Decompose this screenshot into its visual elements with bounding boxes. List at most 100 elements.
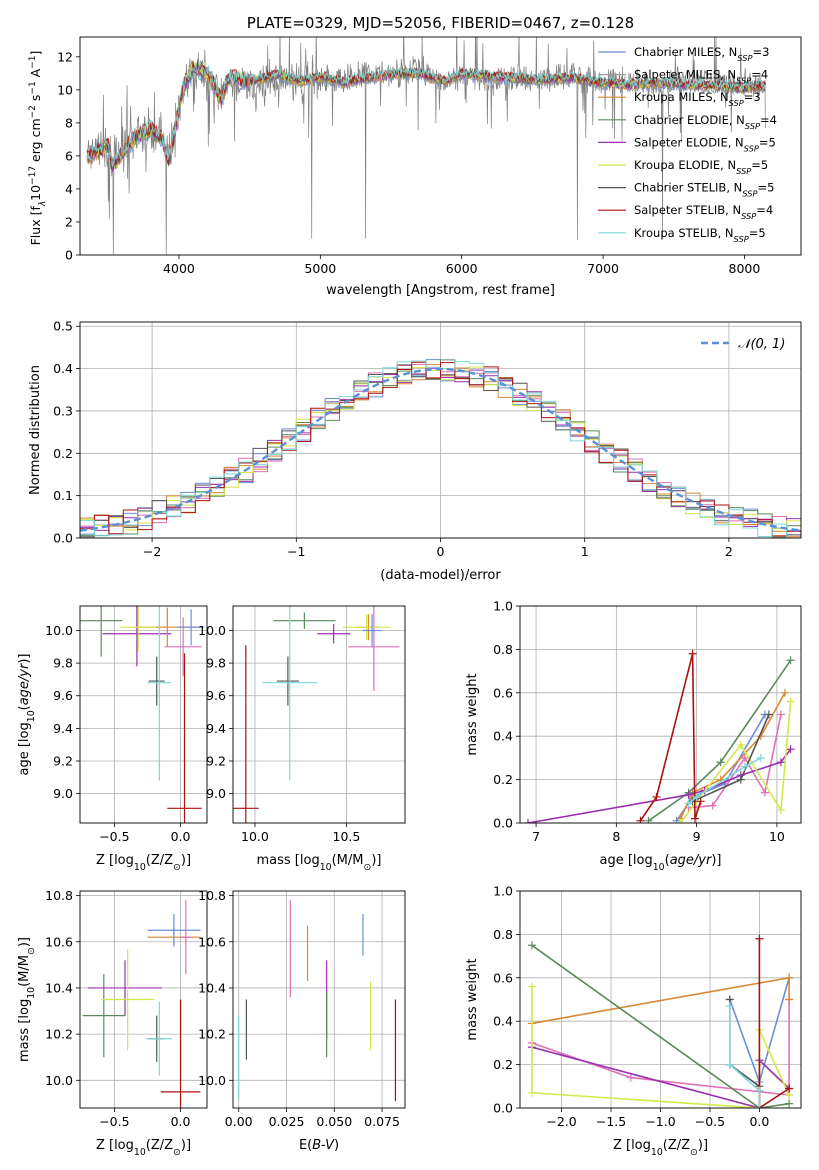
errorbar-point: [177, 609, 205, 646]
y-tick-label: 12: [57, 49, 73, 64]
mass-vs-Z-points: [82, 900, 201, 1108]
mass-weight-vs-Z-series: [527, 934, 794, 1108]
age-vs-mass-frame: [232, 605, 406, 824]
spectrum-title: PLATE=0329, MJD=52056, FIBERID=0467, z=0…: [247, 14, 634, 32]
y-tick-label: 10.2: [198, 1027, 226, 1042]
data-marker: [786, 656, 795, 665]
data-marker: [696, 797, 705, 806]
legend-entry: Salpeter ELODIE, NSSP=5: [634, 135, 776, 153]
y-tick-label: 10.6: [45, 934, 73, 949]
age-vs-mass-axes: 10.0 10.5 9.0 9.2 9.4 9.6 9.8 10.0: [198, 606, 405, 844]
age-vs-Z-points: [80, 606, 205, 823]
x-tick-label: 0.0: [749, 1114, 769, 1129]
legend-entry: Kroupa MILES, NSSP=3: [634, 90, 761, 108]
data-marker: [786, 697, 795, 706]
spectrum-axes: 4000 5000 6000 7000 8000 0 2 4 6 8 10 12: [57, 49, 760, 276]
errorbar-point: [147, 914, 201, 947]
series-chabrier-elodie: [644, 656, 795, 823]
errorbar-point: [273, 612, 336, 629]
y-tick-label: 10.6: [198, 934, 226, 949]
x-tick-label: 8000: [729, 261, 761, 276]
y-tick-label: 10: [57, 82, 73, 97]
y-tick-label: 0.5: [53, 319, 73, 334]
data-marker: [785, 973, 794, 982]
mass-weight-vs-age-xlabel: age [log10(age/yr)]: [599, 853, 721, 873]
y-tick-label: 10.0: [45, 1073, 73, 1088]
age-vs-Z-xlabel: Z [log10(Z/Z⊙)]: [96, 853, 191, 873]
x-tick-label: 0.0: [171, 829, 191, 844]
series-chabrier-stelib: [688, 710, 773, 806]
y-tick-label: 1.0: [493, 599, 513, 614]
y-tick-label: 9.0: [53, 786, 73, 801]
y-tick-label: 0.4: [493, 729, 513, 744]
legend-entry: Chabrier STELIB, NSSP=5: [634, 181, 774, 199]
x-tick-label: −1.0: [645, 1114, 675, 1129]
legend-entry: Kroupa STELIB, NSSP=5: [634, 226, 766, 244]
series-kroupa-stelib: [725, 1002, 764, 1108]
data-marker: [760, 788, 769, 797]
errorbar-point: [160, 999, 201, 1108]
data-marker: [776, 710, 785, 719]
data-marker: [785, 1099, 794, 1108]
y-tick-label: 10.0: [198, 623, 226, 638]
x-tick-label: 1: [581, 544, 589, 559]
data-marker: [684, 799, 693, 808]
data-marker: [716, 758, 725, 767]
y-tick-label: 10.8: [198, 888, 226, 903]
spectrum-frame: [79, 36, 802, 256]
y-tick-label: 0.8: [493, 927, 513, 942]
legend-entry: Salpeter STELIB, NSSP=4: [634, 203, 773, 221]
x-tick-label: −0.5: [99, 829, 129, 844]
data-marker: [764, 710, 773, 719]
spectrum-legend: Chabrier MILES, NSSP=3 Salpeter MILES, NS…: [598, 45, 777, 244]
y-tick-label: 0.2: [493, 772, 513, 787]
svg-text:mass [log10(M/M⊙)]: mass [log10(M/M⊙)]: [17, 937, 37, 1062]
y-tick-label: 0.2: [493, 1057, 513, 1072]
residual-histogram: [80, 360, 801, 538]
data-marker: [684, 790, 693, 799]
data-marker: [736, 775, 745, 784]
data-marker: [636, 816, 645, 823]
y-tick-label: 0.6: [493, 970, 513, 985]
x-tick-label: 5000: [304, 261, 336, 276]
errorbar-point: [101, 948, 155, 1051]
errorbar-point: [233, 645, 259, 823]
age-vs-Z-frame: [79, 605, 208, 824]
y-tick-label: 9.0: [206, 786, 226, 801]
x-tick-label: 2: [725, 544, 733, 559]
data-marker: [755, 1086, 764, 1095]
y-tick-label: 0.6: [493, 685, 513, 700]
y-tick-label: 1.0: [493, 884, 513, 899]
x-tick-label: 0.050: [316, 1114, 352, 1129]
y-tick-label: 6: [65, 148, 73, 163]
mass-vs-Z-ylabel: mass [log10(M/M⊙)]: [17, 937, 37, 1062]
model-spectrum-salpeter-stelib: [86, 61, 767, 170]
x-tick-label: −1.5: [596, 1114, 626, 1129]
y-tick-label: 9.2: [53, 754, 73, 769]
data-marker: [644, 816, 653, 823]
mass-weight-vs-age-ylabel: mass weight: [465, 673, 480, 755]
normal-curve: [80, 367, 801, 532]
errorbar-point: [342, 614, 391, 641]
errorbar-point: [164, 617, 202, 677]
mass-weight-vs-age-series: [524, 649, 795, 823]
data-marker: [755, 1104, 764, 1108]
data-marker: [786, 745, 795, 754]
legend-entry: Kroupa ELODIE, NSSP=5: [634, 158, 768, 176]
data-marker: [725, 1060, 734, 1069]
data-marker: [672, 816, 681, 823]
y-tick-label: 9.2: [206, 754, 226, 769]
residuals-frame: [79, 321, 802, 539]
mass-weight-vs-Z-xlabel: Z [log10(Z/Z⊙)]: [613, 1138, 708, 1158]
x-tick-label: −1: [287, 544, 305, 559]
y-tick-label: 0.0: [53, 531, 73, 546]
errorbar-point: [362, 614, 382, 647]
x-tick-label: 0.00: [225, 1114, 253, 1129]
y-tick-label: 0.4: [53, 361, 73, 376]
y-tick-label: 0.8: [493, 642, 513, 657]
x-tick-label: 6000: [446, 261, 478, 276]
data-marker: [692, 792, 701, 801]
errorbar-point: [80, 606, 123, 657]
residuals-legend: 𝒩(0, 1): [701, 337, 785, 352]
errorbar-point: [262, 606, 318, 781]
